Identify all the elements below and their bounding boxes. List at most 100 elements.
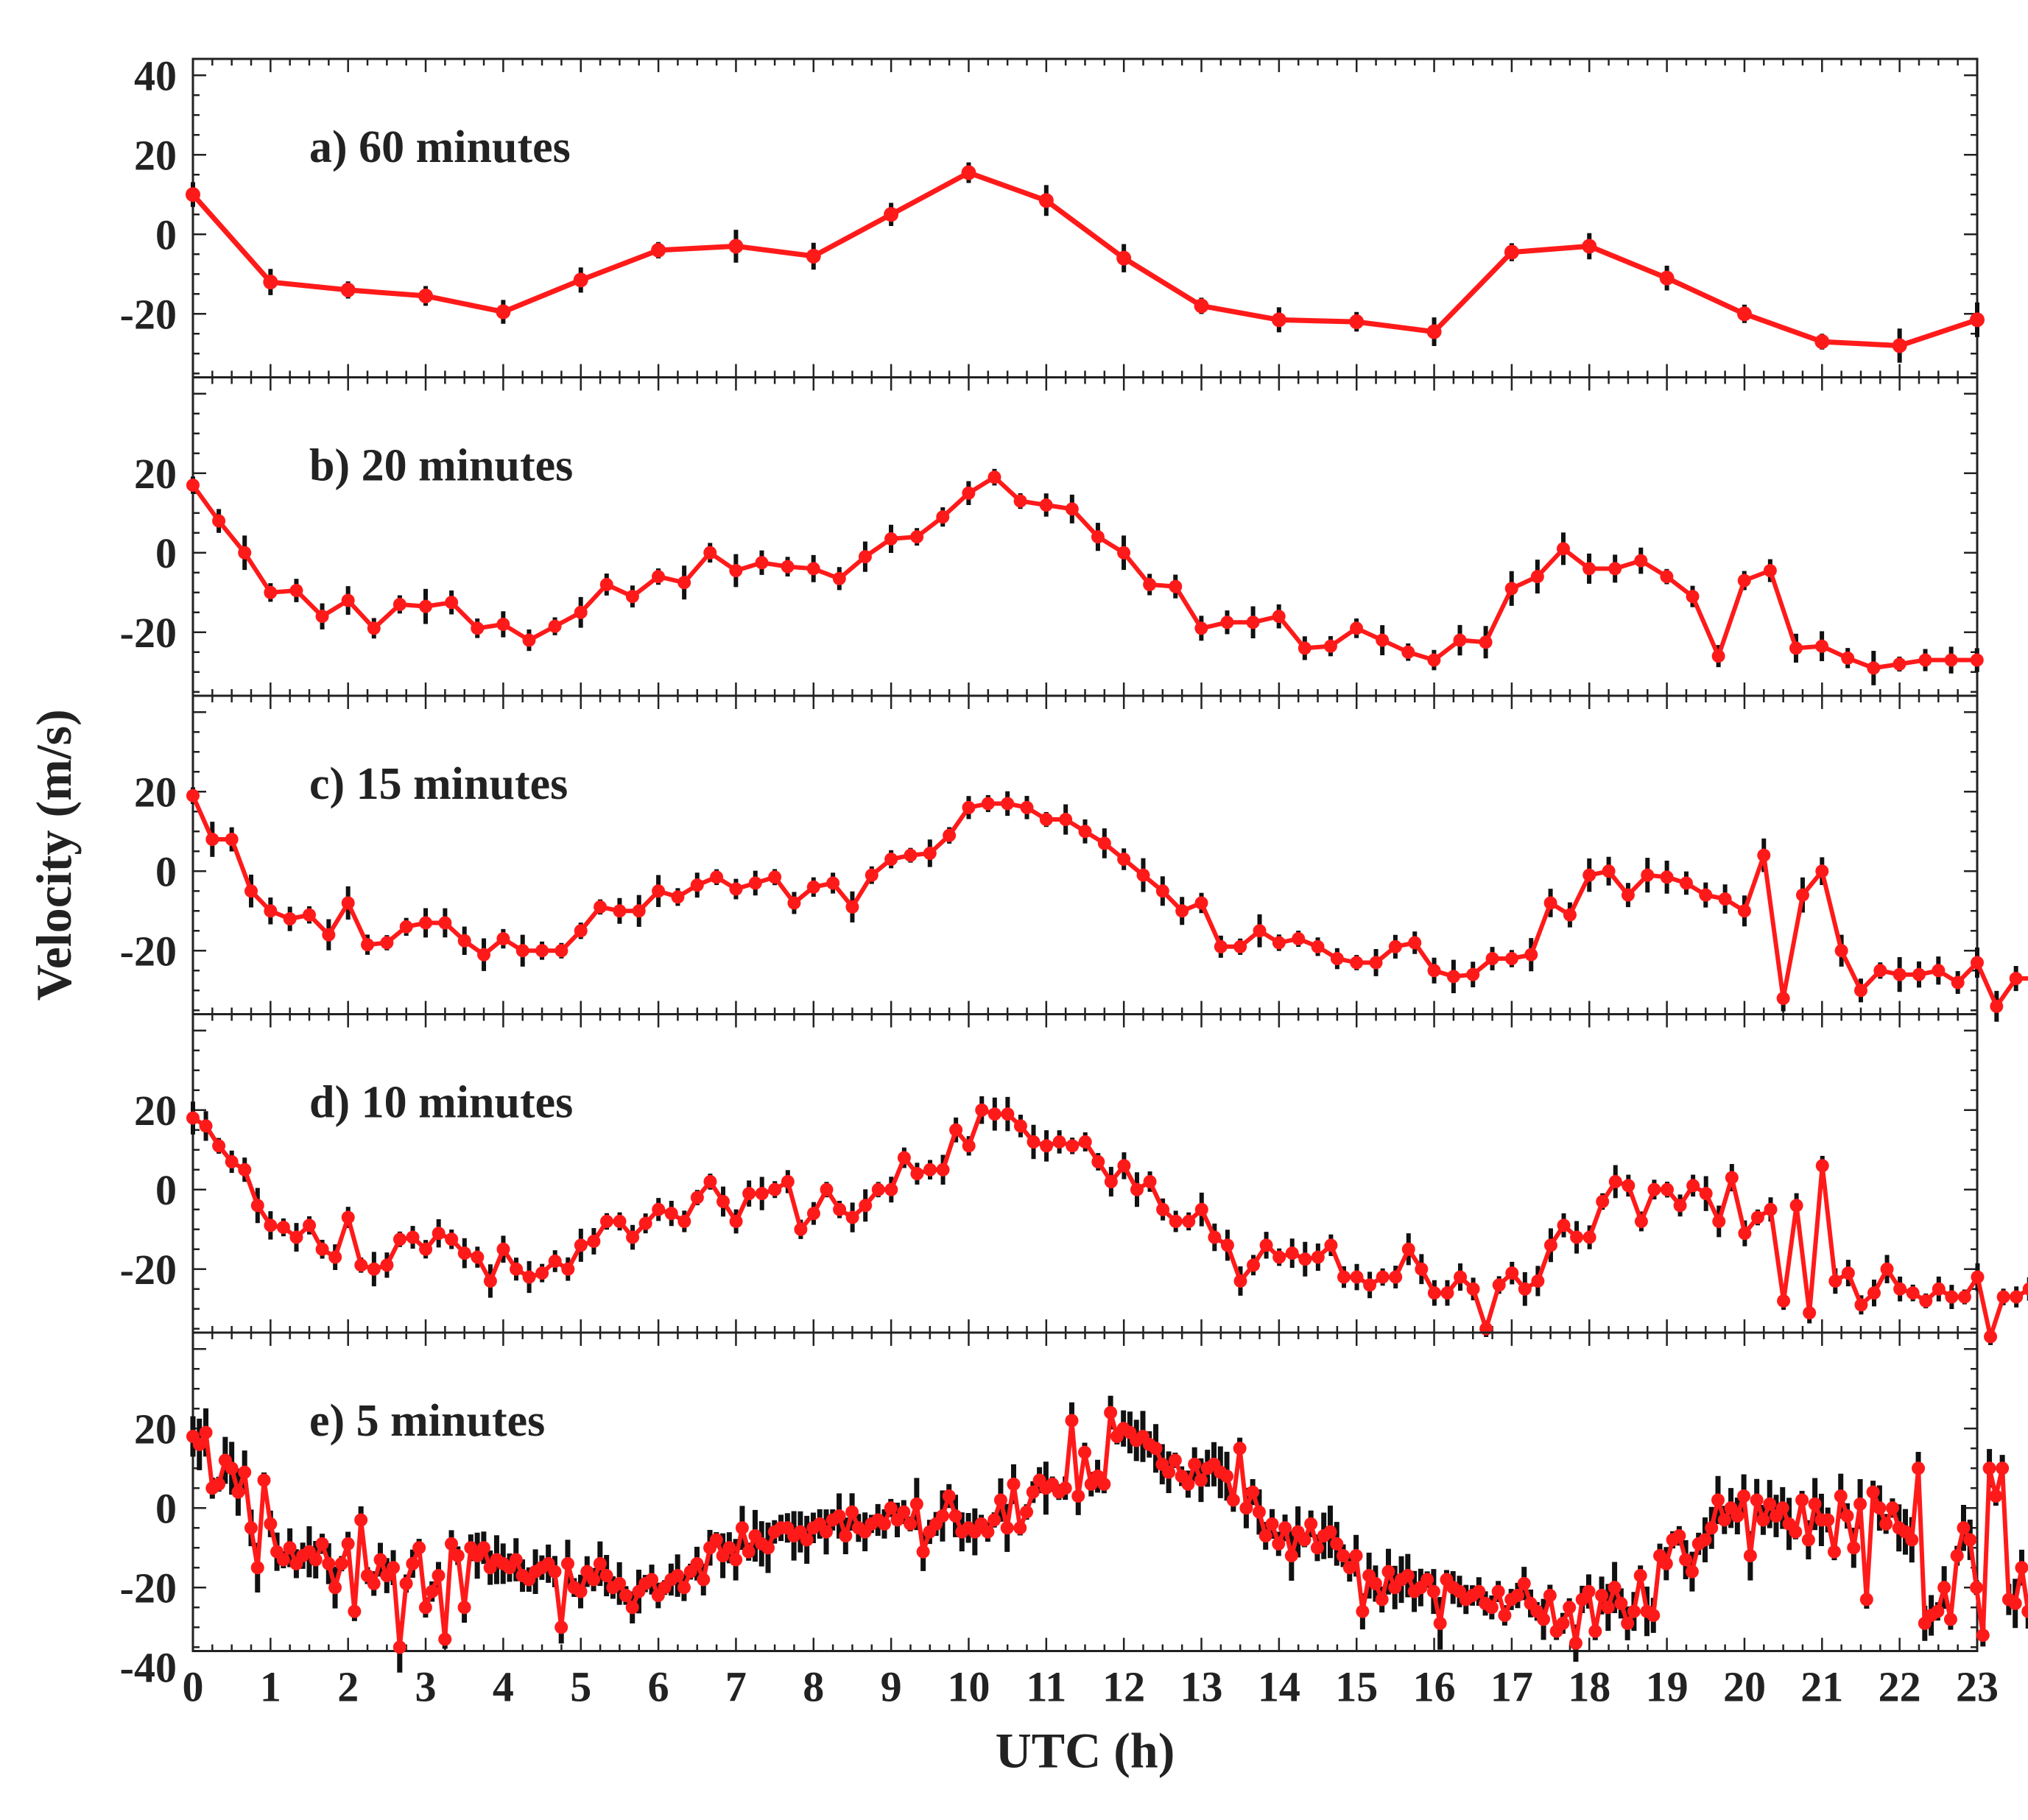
data-point [703,546,717,560]
data-point [1859,1592,1873,1606]
data-point [257,1473,271,1487]
data-point [418,288,434,303]
data-point [1789,1199,1803,1213]
data-point [457,934,471,948]
data-point [768,1182,782,1196]
data-point [1828,1274,1842,1288]
data-point [1582,1584,1596,1598]
data-point [1582,1230,1596,1244]
data-point [471,621,485,635]
data-point [419,916,433,930]
data-point [820,1182,834,1196]
data-point [406,1230,420,1244]
data-point [1634,1214,1648,1228]
data-point [936,1163,950,1177]
data-point [884,1501,898,1515]
data-point [1272,610,1286,624]
data-point [1485,952,1499,966]
data-point [509,1553,523,1567]
data-point [1801,1533,1815,1547]
data-point [289,584,303,598]
data-point [613,904,627,918]
data-point [1750,1210,1764,1224]
data-point [1634,554,1648,568]
data-point [594,900,608,914]
data-point [593,1556,607,1570]
data-point [599,1214,613,1228]
data-point [1324,1238,1338,1252]
data-point [975,1103,989,1117]
data-point [1996,1461,2010,1475]
y-axis-title: Velocity (m/s) [26,709,82,1001]
y-tick-label: -20 [120,609,177,657]
data-point [1738,1227,1752,1241]
data-point [1066,1139,1080,1153]
data-point [263,275,278,290]
data-point [1001,797,1015,811]
data-point [768,870,782,884]
x-tick-label: 0 [183,1663,204,1711]
data-point [1686,590,1700,604]
data-point [574,1238,588,1252]
data-point [1143,577,1157,591]
data-point [1065,502,1079,516]
data-point [1950,1549,1964,1563]
x-tick-label: 19 [1646,1663,1689,1711]
data-point [1194,896,1208,910]
data-point [1091,530,1105,544]
data-point [1905,1533,1919,1547]
data-point [1763,1497,1777,1511]
data-point [916,1545,930,1559]
data-point [949,1123,963,1137]
data-point [264,904,278,918]
data-point [348,1604,362,1618]
x-tick-label: 20 [1723,1663,1766,1711]
data-point [909,1497,923,1511]
data-point [1233,939,1247,953]
data-point [1951,976,1965,990]
data-point [599,1569,613,1583]
data-point [1285,1246,1299,1260]
data-point [510,1262,524,1276]
data-point [833,1202,847,1216]
y-tick-label: 40 [134,52,177,99]
x-axis-title: UTC (h) [996,1723,1175,1779]
data-point [2009,972,2023,986]
data-point [755,1187,769,1201]
data-point [554,1620,568,1634]
data-point [303,1218,317,1232]
data-point [626,1230,640,1244]
data-point [1685,1565,1699,1579]
data-point [1737,1489,1751,1503]
data-point [1485,1601,1499,1615]
data-point [1027,1135,1041,1149]
data-point [1427,1286,1441,1300]
data-point [1504,244,1519,260]
data-point [250,1199,264,1213]
data-point [1982,1461,1996,1475]
data-point [1971,1270,1985,1284]
data-point [212,1477,226,1491]
data-point [522,1270,536,1284]
data-point [1775,1501,1789,1515]
x-tick-label: 16 [1413,1663,1456,1711]
data-point [1944,653,1958,667]
data-point [445,1537,459,1551]
data-point [1258,1529,1272,1543]
data-point [690,878,704,892]
data-point [1731,1509,1744,1523]
data-point [787,896,801,910]
data-point [652,570,666,584]
data-point [806,1207,820,1221]
data-point [638,1216,652,1230]
data-point [1557,1218,1571,1232]
data-point [729,564,743,578]
data-point [845,1210,859,1224]
data-point [1957,1521,1971,1535]
data-point [496,1242,510,1256]
data-point [923,1163,937,1177]
data-point [387,1561,401,1575]
data-point [1867,661,1881,675]
data-point [1602,864,1616,878]
